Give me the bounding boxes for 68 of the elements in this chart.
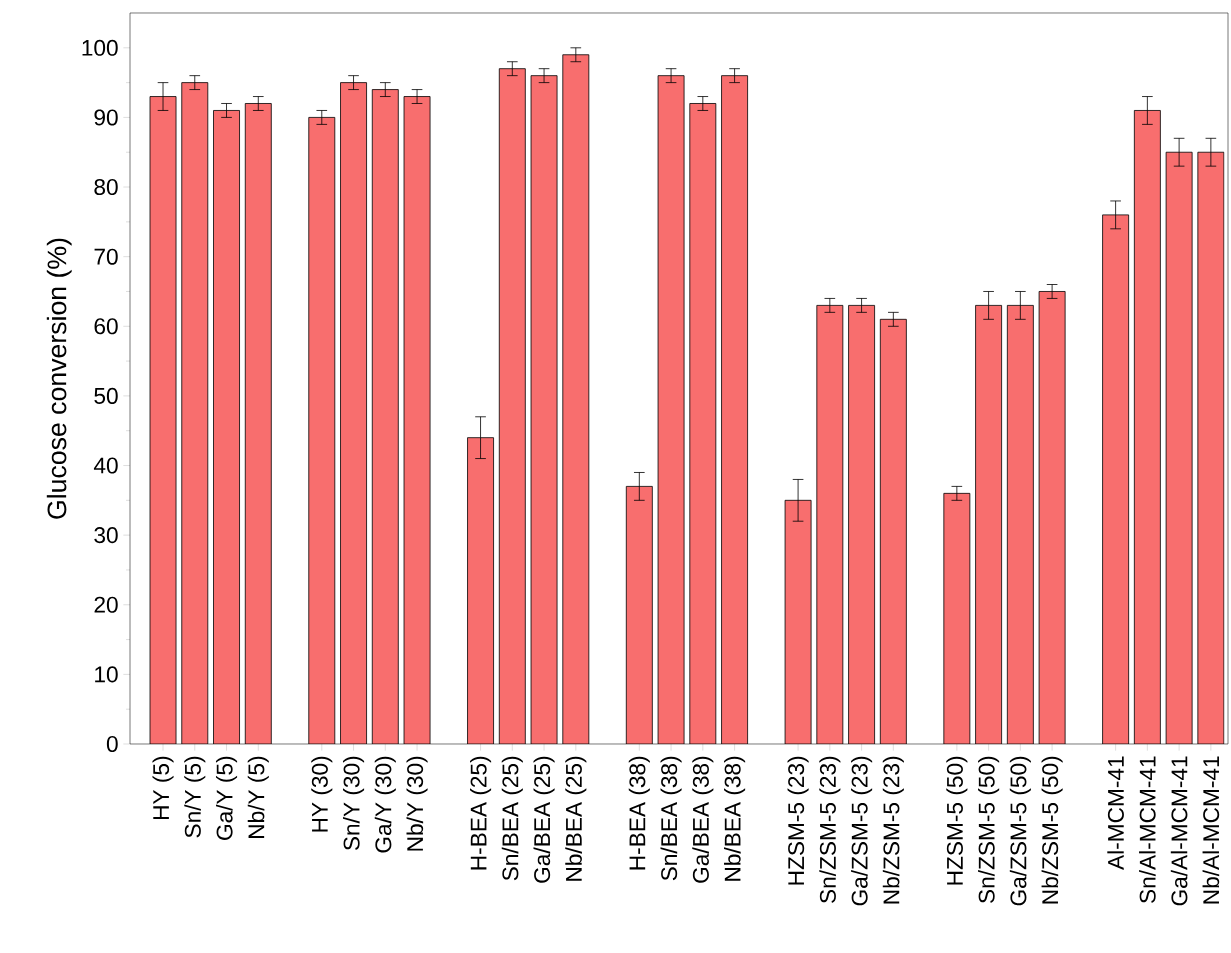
x-tick-label: Ga/Al-MCM-41 [1170, 756, 1188, 906]
x-tick-label: Sn/BEA (38) [660, 756, 682, 881]
bar [848, 305, 875, 744]
y-tick-label: 10 [95, 666, 118, 683]
bar [1102, 214, 1129, 744]
x-tick-label: HZSM-5 (23) [787, 756, 809, 885]
x-tick-label: HY (5) [152, 756, 174, 819]
x-tick-label: HZSM-5 (50) [946, 756, 968, 885]
bar [1166, 152, 1193, 744]
y-tick-label: 50 [94, 387, 118, 404]
x-tick-label: Ga/ZSM-5 (23) [851, 756, 873, 906]
bar [308, 117, 335, 744]
x-tick-label: Ga/BEA (25) [533, 756, 555, 883]
x-tick-label: Sn/ZSM-5 (23) [819, 756, 841, 903]
bar [499, 68, 526, 744]
x-tick-label: Nb/Y (5) [247, 756, 269, 838]
bar [721, 75, 748, 744]
x-tick-label: Ga/Y (30) [374, 756, 396, 853]
x-tick-label: Ga/Y (5) [215, 756, 238, 840]
bar [1007, 305, 1034, 744]
y-tick-label: 20 [94, 596, 118, 613]
bar [372, 89, 399, 744]
x-tick-label: Sn/Y (30) [342, 756, 365, 851]
x-tick-label: Ga/BEA (38) [692, 756, 714, 883]
x-tick-label: Nb/BEA (38) [724, 756, 746, 881]
y-tick-label: 40 [93, 457, 118, 474]
bar [245, 103, 272, 744]
x-tick-label: Nb/Al-MCM-41 [1202, 756, 1220, 904]
y-tick-label: 100 [82, 39, 118, 56]
bar [562, 54, 589, 744]
bar [785, 500, 812, 744]
bar [880, 319, 907, 744]
bar [658, 75, 685, 744]
bar [816, 305, 843, 744]
bar [404, 96, 431, 744]
x-tick-label: Al-MCM-41 [1107, 756, 1124, 870]
bar [181, 82, 208, 744]
y-tick-label: 90 [94, 109, 118, 126]
x-tick-label: Sn/Y (5) [184, 756, 206, 838]
bar [689, 103, 716, 744]
bar [213, 110, 240, 744]
bar [943, 493, 970, 744]
x-tick-label: H-BEA (25) [470, 756, 492, 870]
y-tick-label: 70 [94, 248, 118, 265]
x-tick-label: Nb/ZSM-5 (50) [1041, 756, 1063, 904]
x-tick-label: Nb/Y (30) [406, 756, 428, 851]
x-tick-label: HY (30) [311, 756, 333, 832]
bar [531, 75, 558, 744]
x-tick-label: Sn/BEA (25) [501, 756, 523, 881]
bar [1197, 151, 1225, 744]
y-tick-label: 30 [94, 527, 118, 544]
y-tick-label: 80 [94, 179, 118, 196]
bar [975, 305, 1002, 744]
bar [1134, 110, 1161, 744]
x-tick-label: Ga/ZSM-5 (50) [1009, 756, 1031, 906]
y-axis-title: Glucose conversion (%) [46, 238, 72, 519]
bar [626, 486, 653, 744]
x-tick-label: Sn/Al-MCM-41 [1139, 756, 1156, 903]
bar [150, 96, 177, 744]
bar [340, 82, 367, 744]
y-tick-label: 0 [106, 735, 118, 753]
y-tick-label: 60 [94, 318, 118, 335]
x-tick-label: H-BEA (38) [628, 756, 650, 870]
x-tick-label: Nb/BEA (25) [565, 756, 587, 881]
x-tick-label: Sn/ZSM-5 (50) [978, 756, 1000, 903]
bar [467, 437, 494, 744]
x-tick-label: Nb/ZSM-5 (23) [882, 756, 904, 904]
bar [1039, 291, 1066, 744]
